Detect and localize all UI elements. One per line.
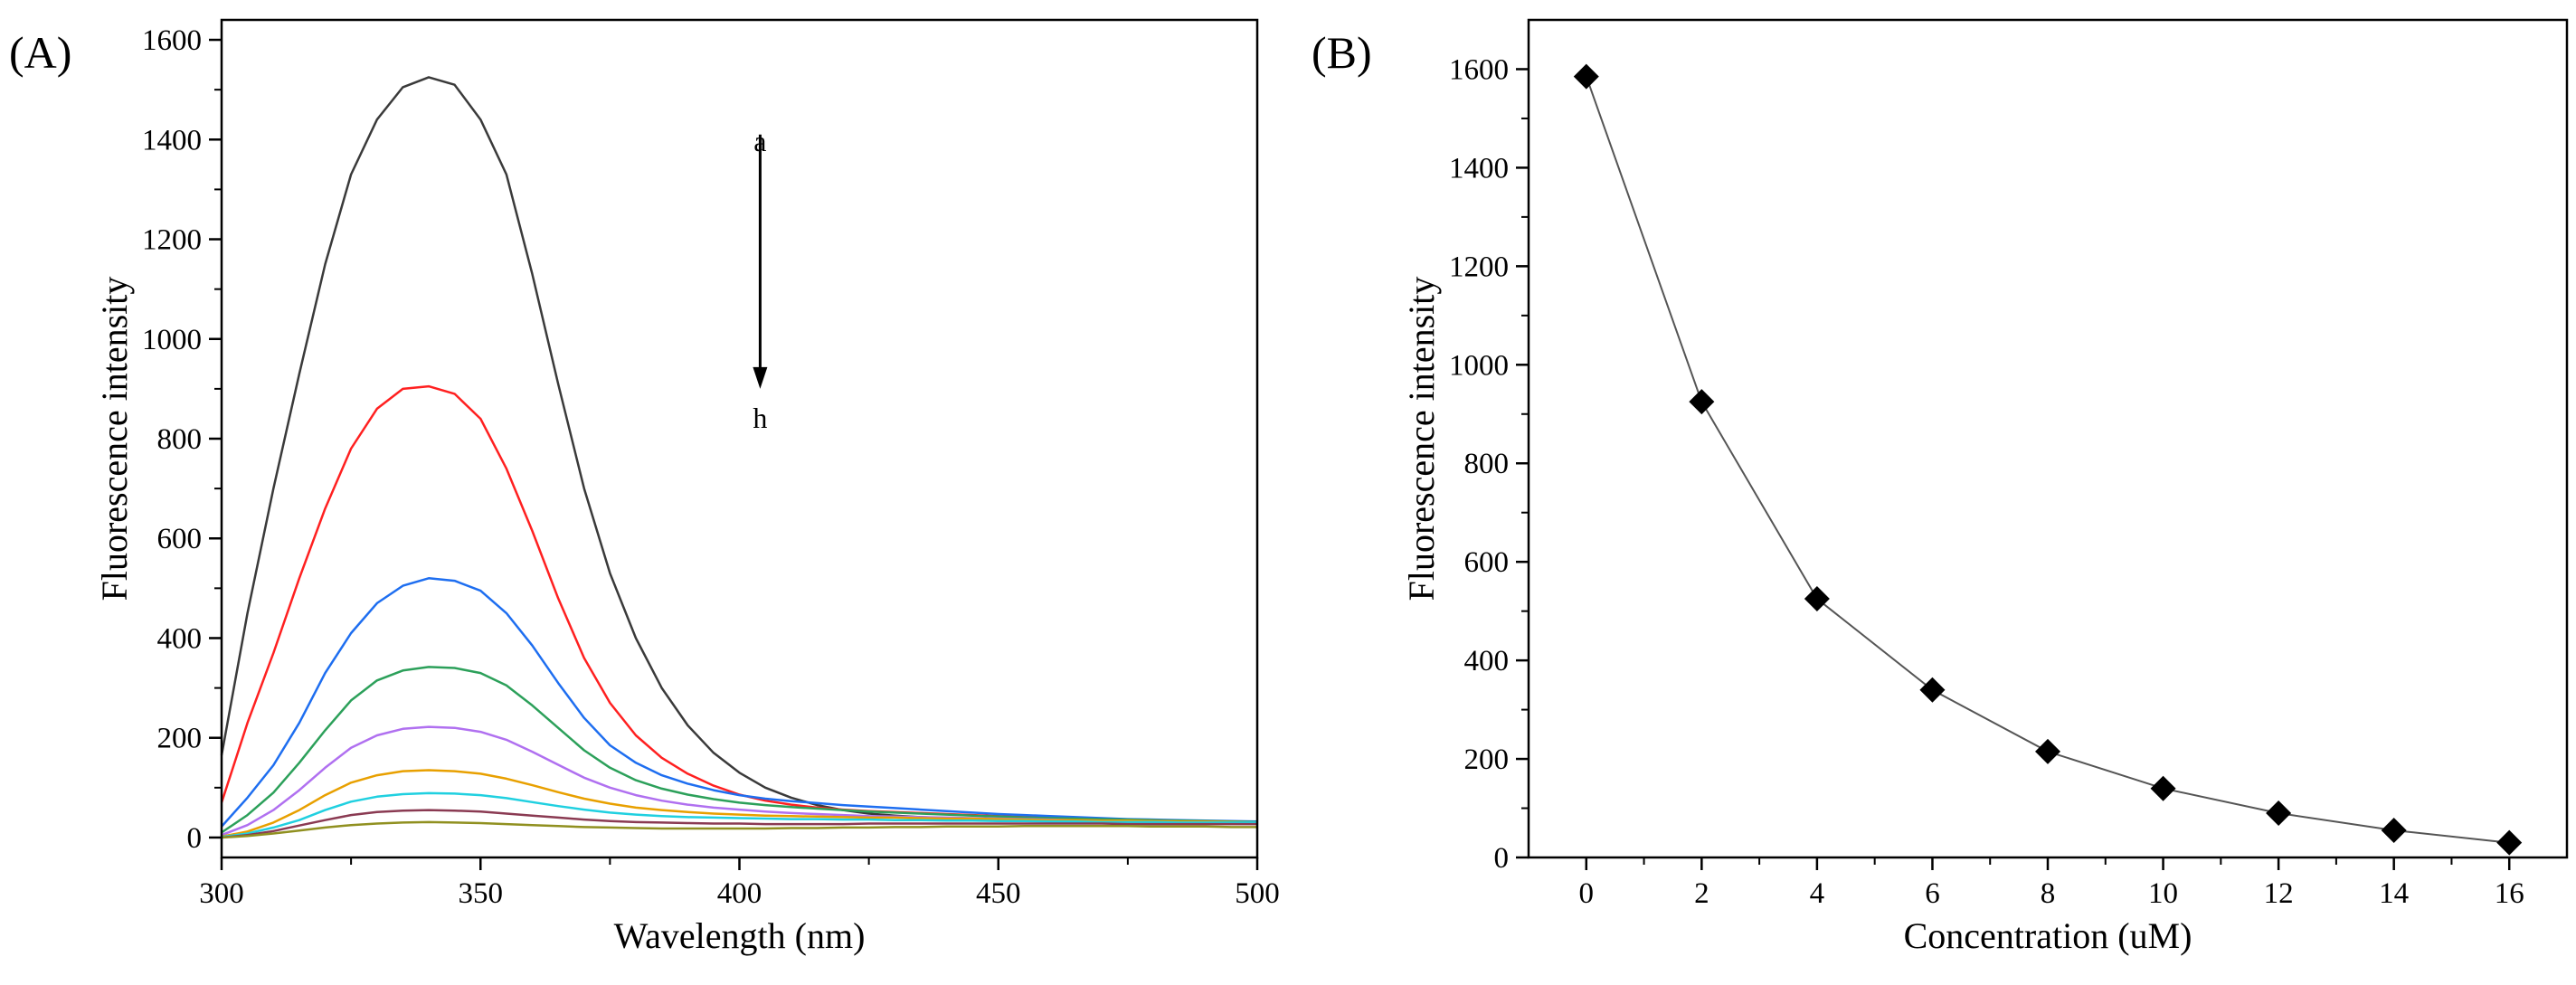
y-tick-label: 600 xyxy=(157,523,203,555)
y-tick-label: 800 xyxy=(1464,448,1510,480)
y-tick-label: 1000 xyxy=(1449,349,1509,382)
x-tick-label: 14 xyxy=(2379,877,2409,910)
data-point-diamond xyxy=(2381,818,2407,844)
x-tick-label: 350 xyxy=(459,877,504,910)
panel-b-label: (B) xyxy=(1312,27,1372,78)
spectrum-line-c xyxy=(221,577,1258,828)
panel-a-annotation: a h xyxy=(753,125,768,434)
x-tick-label: 6 xyxy=(1925,877,1940,910)
data-point-diamond xyxy=(2150,775,2176,801)
concentration-line xyxy=(1585,76,2510,844)
panel-b-plot-frame xyxy=(1527,18,2569,859)
panel-a-label: (A) xyxy=(9,27,71,78)
y-tick-label: 0 xyxy=(187,822,203,855)
series-label-h: h xyxy=(753,402,767,434)
y-tick-label: 1600 xyxy=(142,24,202,57)
panel-a-chart: (A) 300 350 400 450 500 0 200 400 600 800 1000 1200… xyxy=(9,18,1280,956)
y-tick-label: 200 xyxy=(1464,743,1510,776)
x-tick-label: 2 xyxy=(1694,877,1709,910)
data-point-diamond xyxy=(2035,738,2060,764)
panel-b-y-axis-title: Fluorescence intensity xyxy=(1401,277,1442,601)
series-label-a: a xyxy=(753,125,766,157)
x-tick-label: 10 xyxy=(2148,877,2178,910)
panel-b-series xyxy=(1573,63,2523,856)
spectrum-line-f xyxy=(221,769,1258,838)
data-point-diamond xyxy=(1919,677,1946,703)
panel-b-chart: (B) 0 2 4 6 8 10 12 14 16 0 200 400 600 800 1000 1200 14… xyxy=(1312,18,2569,956)
spectrum-line-d xyxy=(221,666,1258,834)
spectrum-line-h1 xyxy=(221,809,1257,839)
y-tick-label: 400 xyxy=(157,622,203,655)
x-tick-label: 400 xyxy=(717,877,762,910)
data-point-diamond xyxy=(2266,800,2292,826)
arrowhead-icon xyxy=(753,366,768,389)
panel-a-series xyxy=(220,76,1258,839)
y-tick-label: 1000 xyxy=(142,324,202,356)
panel-a-x-axis-title: Wavelength (nm) xyxy=(614,915,866,956)
y-tick-label: 1200 xyxy=(1449,251,1509,283)
panel-a-plot-frame xyxy=(220,18,1259,859)
spectrum-line-a xyxy=(220,76,1258,824)
y-tick-label: 400 xyxy=(1464,645,1510,677)
y-tick-label: 1400 xyxy=(1449,152,1509,185)
data-point-diamond xyxy=(1573,63,1599,90)
x-tick-label: 8 xyxy=(2041,877,2056,910)
y-tick-label: 0 xyxy=(1494,842,1510,875)
y-tick-label: 1200 xyxy=(142,224,202,257)
x-tick-label: 16 xyxy=(2495,877,2524,910)
y-tick-label: 800 xyxy=(157,423,203,456)
y-tick-label: 200 xyxy=(157,723,203,755)
x-tick-label: 500 xyxy=(1235,877,1280,910)
data-point-diamond xyxy=(1689,389,1715,415)
x-tick-label: 4 xyxy=(1810,877,1825,910)
panel-a-ticks: 300 350 400 450 500 0 200 400 600 800 1000 1200 1400… xyxy=(142,24,1280,910)
x-tick-label: 300 xyxy=(199,877,244,910)
x-tick-label: 450 xyxy=(976,877,1021,910)
x-tick-label: 0 xyxy=(1579,877,1595,910)
y-tick-label: 1600 xyxy=(1449,53,1509,86)
spectrum-line-h2 xyxy=(221,820,1257,839)
x-tick-label: 12 xyxy=(2264,877,2294,910)
y-tick-label: 600 xyxy=(1464,546,1510,579)
spectrum-line-g xyxy=(221,791,1257,838)
data-point-diamond xyxy=(1804,586,1830,612)
y-tick-label: 1400 xyxy=(142,124,202,156)
panel-a-y-axis-title: Fluorescence intensity xyxy=(94,277,135,601)
data-point-diamond xyxy=(2496,829,2523,856)
panel-b-x-axis-title: Concentration (uM) xyxy=(1904,915,2192,956)
panel-b-ticks: 0 2 4 6 8 10 12 14 16 0 200 400 600 800 1000 1200 1400 16… xyxy=(1449,53,2524,910)
